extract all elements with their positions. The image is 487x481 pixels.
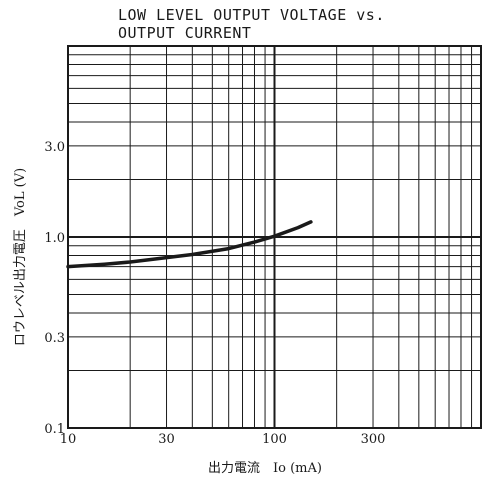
y-axis-label: ロウレベル出力電圧 VoL (V) — [13, 168, 28, 346]
x-tick-label: 10 — [60, 432, 77, 447]
tick-labels: 10 30 100 300 0.1 0.3 1.0 3.0 — [44, 140, 385, 447]
chart-title-line-1: LOW LEVEL OUTPUT VOLTAGE vs. — [118, 6, 385, 24]
y-tick-label: 0.1 — [44, 422, 65, 437]
x-tick-label: 300 — [361, 432, 386, 447]
chart-title-line-2: OUTPUT CURRENT — [118, 24, 251, 42]
y-tick-label: 0.3 — [44, 331, 65, 346]
x-tick-label: 30 — [158, 432, 175, 447]
x-axis-label: 出力電流 Io (mA) — [208, 461, 322, 476]
series-layer — [66, 220, 313, 269]
series-line — [66, 220, 313, 269]
plot-frame — [67, 45, 482, 429]
y-tick-label: 1.0 — [44, 231, 65, 246]
x-tick-label: 100 — [262, 432, 287, 447]
y-tick-label: 3.0 — [44, 140, 65, 155]
grid — [68, 46, 481, 428]
